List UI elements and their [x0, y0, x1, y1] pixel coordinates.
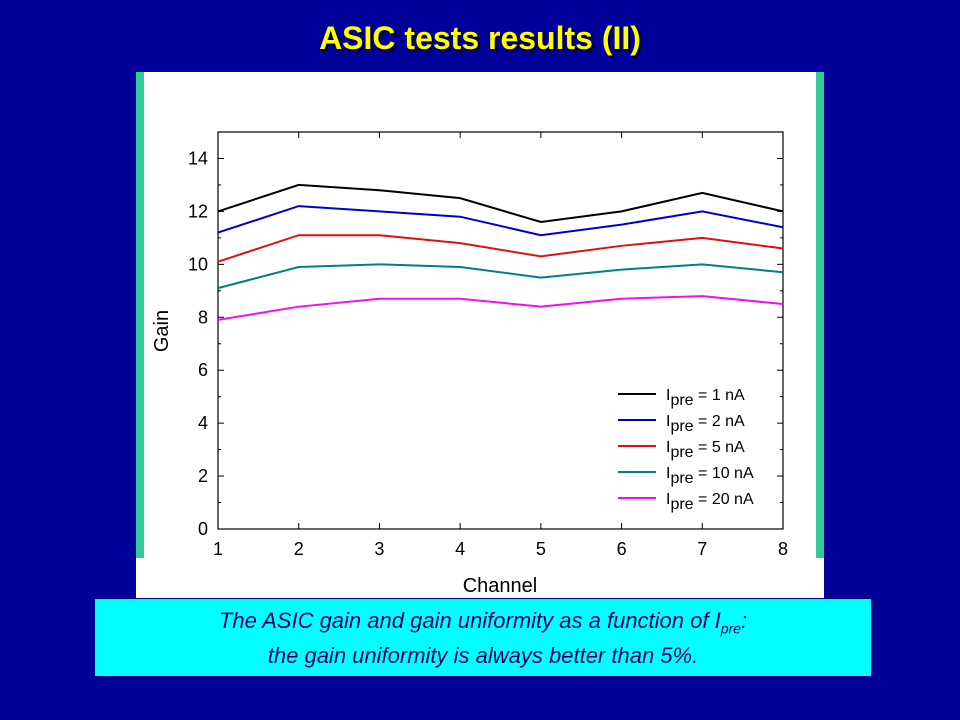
y-tick-label: 14: [188, 148, 208, 168]
caption-box: The ASIC gain and gain uniformity as a f…: [95, 599, 871, 676]
x-tick-label: 8: [778, 539, 788, 559]
series-line-4: [217, 263, 784, 290]
x-tick-label: 1: [213, 539, 223, 559]
y-tick-label: 2: [198, 466, 208, 486]
x-tick-label: 3: [374, 539, 384, 559]
x-tick-label: 4: [455, 539, 465, 559]
chart-panel: 1 2 3 4 5 6 7 8 0 2 4 6 8 10 12 14 Ipre = 1 nA Ipre = 2 …: [136, 72, 824, 598]
legend-label-3: Ipre = 5 nA: [666, 439, 745, 461]
caption-subscript: pre: [720, 620, 741, 637]
y-tick-label: 6: [198, 360, 208, 380]
caption-text-b: :: [740, 608, 748, 633]
legend-label-4: Ipre = 10 nA: [666, 465, 754, 487]
y-tick-label: 12: [188, 201, 208, 221]
y-tick-label: 4: [198, 413, 208, 433]
legend-label-1: Ipre = 1 nA: [666, 387, 745, 409]
legend-label-5: Ipre = 20 nA: [666, 491, 754, 513]
y-tick-label: 0: [198, 519, 208, 539]
panel-strip-right: [816, 72, 824, 558]
legend-label-2: Ipre = 2 nA: [666, 413, 745, 435]
x-tick-label: 2: [294, 539, 304, 559]
series-line-1: [217, 183, 784, 224]
plot-frame: [217, 131, 784, 530]
x-axis-label: Channel: [463, 575, 538, 597]
y-axis-label: Gain: [151, 310, 173, 352]
panel-strip-left: [136, 72, 144, 558]
y-tick-label: 10: [188, 254, 208, 274]
x-tick-label: 5: [536, 539, 546, 559]
caption-line-2: the gain uniformity is always better tha…: [267, 643, 699, 669]
caption-line-1: The ASIC gain and gain uniformity as a f…: [95, 607, 871, 642]
slide-title: ASIC tests results (II): [319, 20, 641, 56]
x-tick-label: 6: [617, 539, 627, 559]
series-line-2: [217, 205, 784, 237]
y-tick-label: 8: [198, 307, 208, 327]
series-line-3: [217, 234, 784, 263]
caption-text-a: The ASIC gain and gain uniformity as a f…: [218, 608, 721, 633]
series-line-5: [217, 295, 784, 321]
x-tick-label: 7: [697, 539, 707, 559]
